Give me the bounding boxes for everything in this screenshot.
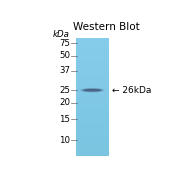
Bar [76, 40, 109, 42]
Bar [76, 46, 109, 48]
Bar [76, 97, 109, 98]
Bar [76, 54, 109, 55]
Bar [76, 118, 109, 119]
Bar [76, 109, 109, 110]
Bar [76, 132, 109, 134]
Bar [76, 144, 109, 146]
Bar [76, 113, 109, 114]
Bar [76, 39, 109, 40]
Ellipse shape [82, 88, 102, 92]
Bar [76, 49, 109, 51]
Bar [76, 73, 109, 75]
Bar [76, 63, 109, 64]
Bar [76, 110, 109, 112]
Bar [76, 92, 109, 94]
Bar [76, 149, 109, 150]
Ellipse shape [87, 90, 98, 91]
Bar [76, 64, 109, 66]
Ellipse shape [83, 89, 101, 91]
Bar [76, 85, 109, 86]
Text: 10: 10 [59, 136, 70, 145]
Bar [76, 60, 109, 61]
Bar [76, 112, 109, 113]
Ellipse shape [82, 89, 102, 92]
Bar [76, 75, 109, 76]
Bar [76, 55, 109, 57]
Bar [76, 141, 109, 143]
Bar [76, 125, 109, 126]
Bar [76, 153, 109, 155]
Bar [76, 72, 109, 73]
Bar [76, 134, 109, 135]
Bar [76, 122, 109, 123]
Bar [76, 107, 109, 109]
Bar [76, 100, 109, 101]
Text: 50: 50 [59, 51, 70, 60]
Bar [76, 38, 109, 156]
Bar [76, 57, 109, 58]
Bar [76, 147, 109, 149]
Bar [76, 128, 109, 129]
Bar [76, 52, 109, 54]
Bar [76, 129, 109, 131]
Bar [76, 143, 109, 144]
Bar [76, 51, 109, 52]
Bar [76, 67, 109, 69]
Bar [76, 116, 109, 118]
Text: Western Blot: Western Blot [73, 22, 140, 32]
Bar [76, 91, 109, 92]
Bar [76, 126, 109, 128]
Ellipse shape [80, 88, 104, 92]
Text: 75: 75 [59, 39, 70, 48]
Bar [76, 66, 109, 67]
Text: kDa: kDa [53, 30, 70, 39]
Ellipse shape [81, 88, 103, 92]
Text: 15: 15 [59, 115, 70, 124]
Bar [76, 80, 109, 82]
Bar [76, 76, 109, 78]
Bar [76, 79, 109, 80]
Bar [76, 123, 109, 125]
Text: 25: 25 [59, 86, 70, 95]
Bar [76, 70, 109, 72]
Bar [76, 152, 109, 153]
Bar [76, 61, 109, 63]
Bar [76, 137, 109, 138]
Bar [76, 140, 109, 141]
Ellipse shape [82, 88, 103, 92]
Text: 20: 20 [59, 98, 70, 107]
Bar [76, 86, 109, 88]
Bar [76, 78, 109, 79]
Bar [76, 131, 109, 132]
Bar [76, 106, 109, 107]
Bar [76, 82, 109, 84]
Bar [76, 48, 109, 49]
Bar [76, 138, 109, 140]
Text: 37: 37 [59, 66, 70, 75]
Bar [76, 95, 109, 97]
Bar [76, 150, 109, 152]
Text: ← 26kDa: ← 26kDa [112, 86, 152, 95]
Bar [76, 84, 109, 85]
Bar [76, 119, 109, 120]
Bar [76, 104, 109, 106]
Bar [76, 135, 109, 137]
Bar [76, 88, 109, 89]
Bar [76, 101, 109, 103]
Bar [76, 45, 109, 46]
Bar [76, 114, 109, 116]
Bar [76, 94, 109, 95]
Bar [76, 103, 109, 104]
Bar [76, 98, 109, 100]
Bar [76, 38, 109, 39]
Bar [76, 146, 109, 147]
Bar [76, 120, 109, 122]
Bar [76, 58, 109, 60]
Bar [76, 42, 109, 43]
Bar [76, 89, 109, 91]
Bar [76, 43, 109, 45]
Bar [76, 69, 109, 70]
Bar [76, 155, 109, 156]
Ellipse shape [80, 88, 104, 93]
